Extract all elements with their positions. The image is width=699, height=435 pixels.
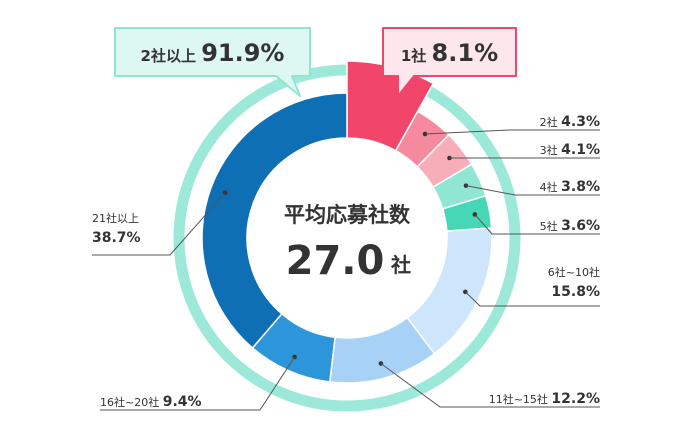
- slice-category-label: 6社~10社: [548, 265, 600, 279]
- callout-box: [382, 27, 517, 97]
- pie-slice: [346, 60, 435, 152]
- slice-label: 11社~15社 12.2%: [489, 391, 600, 407]
- callout-label: 1社: [401, 47, 432, 65]
- callout-single-company: 1社 8.1%: [382, 27, 517, 97]
- slice-label: 5社 3.6%: [540, 218, 600, 234]
- callout-value: 91.9%: [201, 39, 284, 67]
- slice-value-label: 3.6%: [561, 218, 600, 234]
- slice-value-label: 9.4%: [163, 394, 202, 410]
- callout-value: 8.1%: [432, 39, 499, 67]
- leader-line: [465, 185, 600, 196]
- callout-box: [114, 27, 311, 97]
- slice-value-label: 4.3%: [561, 114, 600, 130]
- slice-value-label: 15.8%: [551, 284, 600, 300]
- slice-text: 4社 3.8%: [540, 179, 600, 195]
- slice-category-label: 5社: [540, 219, 562, 233]
- slice-label: 16社~20社 9.4%: [100, 394, 202, 410]
- leader-line: [464, 291, 600, 307]
- slice-category-label: 3社: [540, 143, 562, 157]
- slice-category-label: 16社~20社: [100, 395, 163, 409]
- leader-line: [474, 214, 600, 235]
- center-value: 27.0: [286, 238, 385, 284]
- slice-value-label: 38.7%: [92, 230, 141, 246]
- callout-text: 2社以上 91.9%: [141, 39, 285, 67]
- slice-label: 2社 4.3%: [540, 114, 600, 130]
- slice-category-label: 2社: [540, 115, 562, 129]
- callout-label: 2社以上: [141, 47, 202, 65]
- callout-text: 1社 8.1%: [401, 39, 498, 67]
- slice-category-label: 4社: [540, 180, 562, 194]
- slice-label: 4社 3.8%: [540, 179, 600, 195]
- slice-label: 21社以上 38.7%: [92, 211, 141, 246]
- leader-line: [92, 192, 226, 256]
- slice-text: 11社~15社 12.2%: [489, 391, 600, 407]
- slice-category-label: 11社~15社: [489, 392, 552, 406]
- slice-value-label: 12.2%: [551, 391, 600, 407]
- leader-line: [380, 363, 600, 408]
- pie-slice: [201, 92, 348, 350]
- center-title: 平均応募社数: [284, 203, 411, 227]
- slice-text: 5社 3.6%: [540, 218, 600, 234]
- slice-value-label: 3.8%: [561, 179, 600, 195]
- slice-value-label: 4.1%: [561, 142, 600, 158]
- slice-category-label: 21社以上: [92, 211, 139, 225]
- leader-line: [100, 356, 296, 411]
- leader-line: [425, 129, 600, 135]
- slice-label: 3社 4.1%: [540, 142, 600, 158]
- slice-text: 2社 4.3%: [540, 114, 600, 130]
- center-unit: 社: [390, 253, 411, 277]
- callout-multi-company: 2社以上 91.9%: [114, 27, 311, 97]
- slice-text: 16社~20社 9.4%: [100, 394, 202, 410]
- slice-label: 6社~10社 15.8%: [548, 265, 600, 300]
- slice-text: 3社 4.1%: [540, 142, 600, 158]
